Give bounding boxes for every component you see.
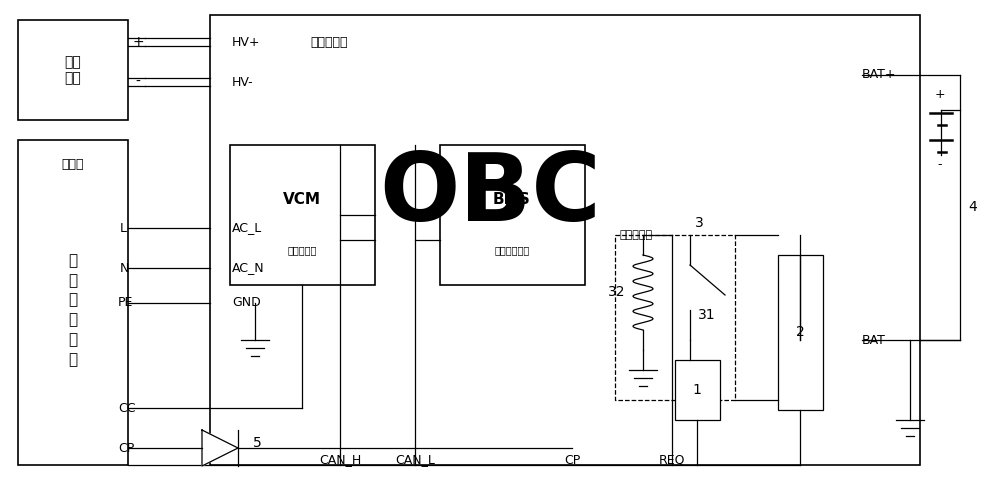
Text: VCM: VCM	[283, 193, 321, 208]
Bar	[210, 15, 920, 465]
Text: GND: GND	[232, 297, 261, 309]
Text: 车载充电机: 车载充电机	[620, 230, 653, 240]
Text: HV-: HV-	[232, 76, 254, 89]
Text: -: -	[938, 158, 942, 171]
Bar	[18, 20, 128, 120]
Text: +: +	[132, 35, 144, 49]
Text: BAT+: BAT+	[862, 69, 896, 81]
Text: 3: 3	[695, 216, 704, 230]
Bar	[615, 235, 735, 400]
Text: +: +	[935, 89, 945, 102]
Text: CC: CC	[118, 402, 136, 414]
Text: 5: 5	[253, 436, 262, 450]
Text: 2: 2	[796, 325, 804, 339]
Text: 1: 1	[693, 383, 701, 397]
Text: 高压直流电: 高压直流电	[310, 35, 348, 48]
Bar	[778, 255, 823, 410]
Text: CP: CP	[564, 454, 580, 467]
Text: 整车控制器: 整车控制器	[287, 245, 317, 255]
Text: CAN_L: CAN_L	[395, 454, 435, 467]
Bar	[440, 145, 585, 285]
Text: 交流电: 交流电	[62, 158, 84, 171]
Text: REQ: REQ	[659, 454, 685, 467]
Text: AC_L: AC_L	[232, 222, 262, 235]
Text: 动力
电池: 动力 电池	[65, 55, 81, 85]
Text: -: -	[136, 75, 140, 89]
Text: 32: 32	[608, 285, 625, 299]
Text: 4: 4	[968, 200, 977, 214]
Text: HV+: HV+	[232, 35, 260, 48]
Text: AC_N: AC_N	[232, 261, 265, 274]
Text: OBC: OBC	[379, 149, 601, 241]
Polygon shape	[202, 430, 238, 466]
Text: CAN_H: CAN_H	[319, 454, 361, 467]
Text: L: L	[120, 222, 127, 235]
Text: PE: PE	[118, 297, 133, 309]
Text: N: N	[120, 261, 129, 274]
Text: CP: CP	[118, 441, 134, 454]
Text: 电池管理系统: 电池管理系统	[494, 245, 530, 255]
Text: 31: 31	[698, 308, 716, 322]
Text: 交
流
充
电
设
备: 交 流 充 电 设 备	[68, 253, 78, 367]
Bar	[230, 145, 375, 285]
Text: BMS: BMS	[493, 193, 531, 208]
Bar	[18, 140, 128, 465]
Bar	[675, 360, 720, 420]
Text: BAT-: BAT-	[862, 333, 889, 347]
